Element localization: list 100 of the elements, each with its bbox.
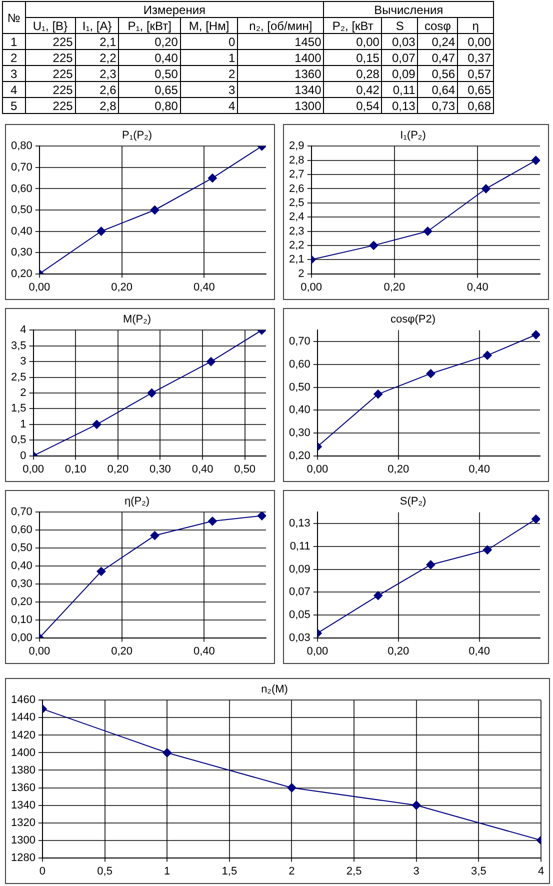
- chart-title: cosφ(P2): [390, 314, 436, 326]
- data-label: 1360: [238, 66, 324, 82]
- data-label: 0,00: [458, 34, 494, 50]
- y-tick-label: 1380: [10, 764, 36, 776]
- text: Вычисления: [324, 2, 494, 18]
- point: [92, 420, 102, 429]
- point: [287, 783, 296, 792]
- x-tick-label: U₁, [В}: [25, 18, 76, 34]
- chart-title: I₁(P₂): [400, 130, 426, 142]
- point: [369, 240, 378, 250]
- y-tick-label: 1420: [10, 729, 36, 742]
- data-label: 2,2: [75, 50, 119, 66]
- x-tick-label: 0,00: [300, 281, 322, 294]
- y-tick-label: 1: [20, 418, 26, 430]
- chart-title: P₁(P₂): [122, 130, 152, 142]
- point: [531, 514, 540, 524]
- y-tick-label: 0,70: [10, 506, 32, 518]
- y-tick-label: 0,60: [288, 358, 310, 370]
- data-label: 0,28: [324, 66, 382, 82]
- y-tick-label: 2,5: [288, 196, 304, 209]
- point: [147, 388, 156, 398]
- y-tick-label: 0,50: [10, 204, 32, 216]
- y-tick-label: 2,4: [288, 211, 304, 224]
- point: [423, 226, 432, 236]
- y-tick-label: 2,2: [288, 239, 304, 252]
- data-label: 225: [25, 34, 76, 50]
- y-tick-label: 2,9: [288, 140, 304, 152]
- x-tick-label: 0,20: [384, 281, 406, 294]
- data-label: 1450: [238, 34, 324, 50]
- chart-title: S(P₂): [400, 496, 426, 508]
- data-label: 225: [25, 66, 76, 82]
- y-tick-label: 2,5: [10, 371, 26, 384]
- data-label: 0: [180, 34, 238, 50]
- point: [96, 566, 106, 576]
- y-tick-label: 2: [20, 387, 26, 400]
- y-tick-label: 0,07: [288, 586, 310, 598]
- y-tick-label: 0,30: [10, 246, 32, 259]
- data-label: 1300: [238, 98, 324, 114]
- x-tick-label: 0,40: [192, 463, 214, 476]
- point: [208, 174, 217, 183]
- data-label: 0,50: [118, 66, 180, 82]
- y-tick-label: 1460: [10, 694, 36, 706]
- y-tick-label: 3,5: [10, 340, 26, 352]
- y-tick-label: 0,20: [10, 596, 32, 608]
- x-tick-label: 0,30: [150, 463, 171, 476]
- x-tick-label: 0,20: [388, 463, 410, 476]
- x-tick-label: 0,10: [64, 463, 86, 476]
- point: [374, 390, 383, 399]
- chart-title: M(P₂): [122, 314, 152, 326]
- y-tick-label: 0,50: [288, 381, 310, 394]
- y-tick-label: 0: [20, 450, 26, 462]
- y-tick-label: 0,50: [10, 542, 32, 554]
- x-tick-label: 3,5: [471, 865, 486, 878]
- data-label: 0,57: [458, 66, 494, 82]
- y-tick-label: 1,5: [10, 402, 26, 415]
- x-tick-label: cosφ: [418, 18, 458, 34]
- x-tick-label: n₂, [об/мин]: [238, 18, 324, 34]
- chart-title: η(P₂): [124, 496, 150, 508]
- x-tick-label: 0,00: [28, 645, 50, 658]
- y-tick-label: 0,30: [288, 426, 310, 439]
- data-label: 0,65: [118, 82, 180, 98]
- data-label: 1: [180, 50, 238, 66]
- x-tick-label: 0,50: [234, 463, 256, 476]
- y-tick-label: 0,70: [10, 162, 32, 174]
- x-tick-label: 0,20: [111, 645, 133, 658]
- data-label: 0,13: [382, 98, 418, 114]
- y-tick-label: 5: [2, 98, 26, 114]
- y-tick-label: 3: [20, 356, 26, 368]
- x-tick-label: I₁, [A}: [75, 18, 119, 34]
- data-label: 0,64: [418, 82, 458, 98]
- x-tick-label: 0,00: [28, 281, 50, 294]
- y-tick-label: 2: [2, 50, 26, 66]
- x-tick-label: η: [458, 18, 494, 34]
- y-tick-label: 3: [2, 66, 26, 82]
- point: [96, 226, 106, 236]
- point: [162, 748, 172, 758]
- y-tick-label: 0,30: [10, 578, 32, 590]
- data-label: 1340: [238, 82, 324, 98]
- data-label: 2: [180, 66, 238, 82]
- x-tick-label: 0,20: [388, 645, 410, 658]
- point: [531, 330, 540, 340]
- point: [482, 545, 492, 554]
- y-tick-label: 0,10: [10, 614, 32, 626]
- y-tick-label: 1: [2, 34, 26, 50]
- point: [150, 531, 160, 540]
- y-tick-label: 1360: [10, 782, 36, 794]
- data-label: 0,54: [324, 98, 382, 114]
- data-label: 225: [25, 98, 76, 114]
- data-label: 225: [25, 82, 76, 98]
- data-label: 2,1: [75, 34, 119, 50]
- data-label: 3: [180, 82, 238, 98]
- y-tick-label: 2,7: [288, 168, 304, 181]
- y-tick-label: 1300: [10, 834, 36, 846]
- data-label: 0,68: [458, 98, 494, 114]
- x-tick-label: 0,20: [111, 281, 133, 294]
- data-label: 0,20: [118, 34, 180, 50]
- point: [481, 184, 490, 194]
- y-tick-label: 0,40: [10, 560, 32, 572]
- y-tick-label: 0,60: [10, 524, 32, 536]
- data-label: 1400: [238, 50, 324, 66]
